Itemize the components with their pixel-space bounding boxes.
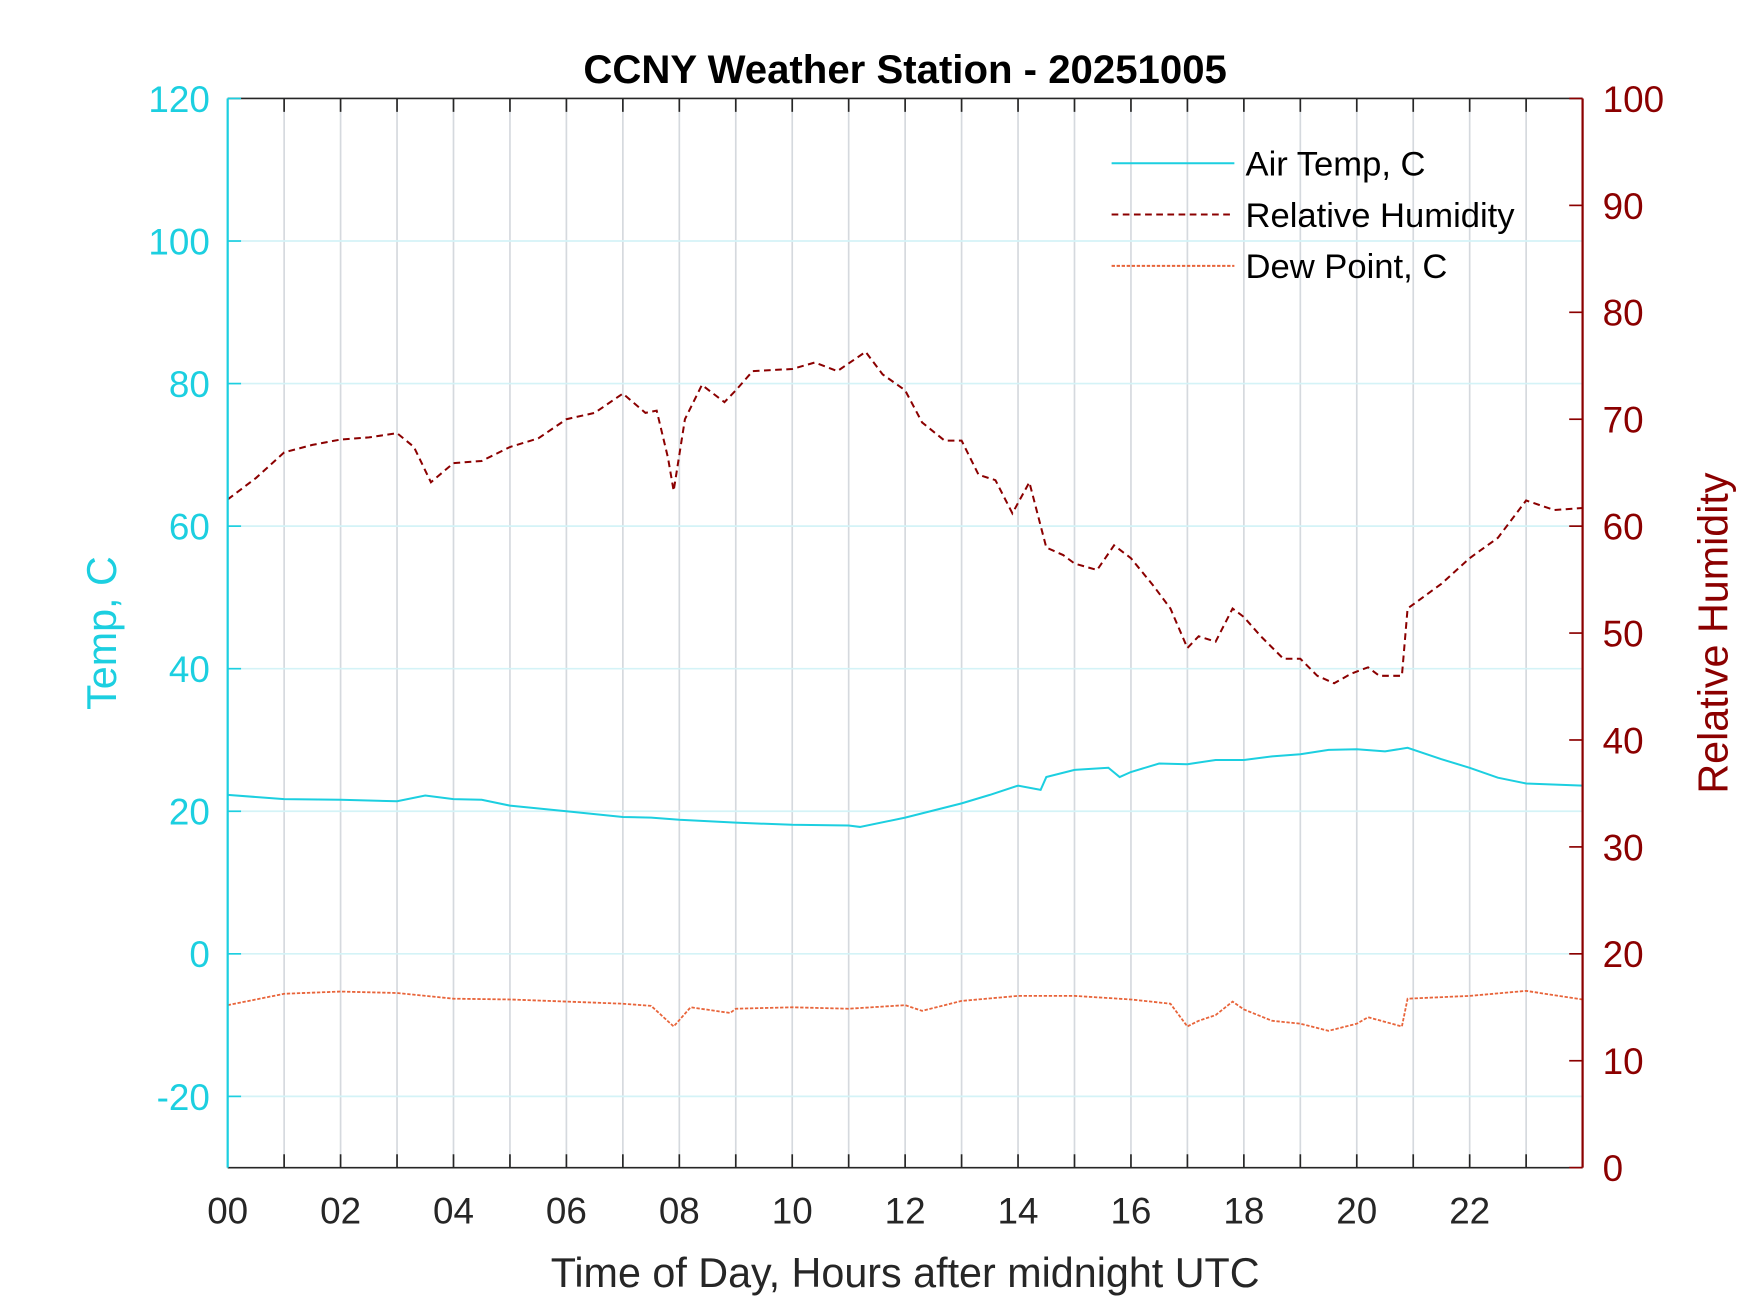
left-tick-label: 120 xyxy=(148,79,209,120)
series-lines xyxy=(227,350,1583,1032)
grid xyxy=(227,98,1583,1168)
relative-humidity-line xyxy=(227,350,1583,685)
right-tick-label: 0 xyxy=(1603,1148,1623,1189)
right-tick-label: 90 xyxy=(1603,186,1644,227)
x-tick-label: 20 xyxy=(1336,1190,1377,1231)
x-tick-label: 02 xyxy=(320,1190,361,1231)
right-axis-label: Relative Humidity xyxy=(1691,472,1737,794)
x-tick-label: 14 xyxy=(998,1190,1039,1231)
x-tick-label: 04 xyxy=(433,1190,474,1231)
right-tick-label: 40 xyxy=(1603,720,1644,761)
right-tick-label: 50 xyxy=(1603,613,1644,654)
legend: Air Temp, C Relative Humidity Dew Point, C xyxy=(1111,145,1516,286)
dew-point-line xyxy=(227,989,1583,1032)
x-tick-label: 16 xyxy=(1110,1190,1151,1231)
left-tick-label: -20 xyxy=(157,1077,210,1118)
left-tick-label: 80 xyxy=(169,364,210,405)
left-tick-label: 60 xyxy=(169,507,210,548)
left-tick-label: 100 xyxy=(148,221,209,262)
x-tick-label: 06 xyxy=(546,1190,587,1231)
right-tick-label: 70 xyxy=(1603,400,1644,441)
right-tick-label: 80 xyxy=(1603,293,1644,334)
right-tick-label: 10 xyxy=(1603,1041,1644,1082)
x-tick-label: 22 xyxy=(1449,1190,1490,1231)
right-tick-label: 30 xyxy=(1603,827,1644,868)
axes: 00 02 04 06 08 10 12 14 16 18 20 22-200204060801001… xyxy=(148,79,1664,1232)
left-tick-label: 0 xyxy=(189,934,209,975)
x-tick-label: 18 xyxy=(1223,1190,1264,1231)
x-tick-label: 00 xyxy=(207,1190,248,1231)
chart-title: CCNY Weather Station - 20251005 xyxy=(583,47,1227,92)
left-tick-label: 40 xyxy=(169,649,210,690)
x-tick-label: 12 xyxy=(885,1190,926,1231)
x-tick-label: 10 xyxy=(772,1190,813,1231)
x-axis-label: Time of Day, Hours after midnight UTC xyxy=(551,1250,1260,1296)
right-tick-label: 20 xyxy=(1603,934,1644,975)
legend-label: Dew Point, C xyxy=(1246,248,1448,286)
legend-label: Air Temp, C xyxy=(1246,145,1426,183)
left-axis-label: Temp, C xyxy=(79,556,125,710)
legend-label: Relative Humidity xyxy=(1246,197,1516,235)
right-tick-label: 100 xyxy=(1603,79,1664,120)
left-tick-label: 20 xyxy=(169,792,210,833)
x-tick-label: 08 xyxy=(659,1190,700,1231)
right-tick-label: 60 xyxy=(1603,507,1644,548)
